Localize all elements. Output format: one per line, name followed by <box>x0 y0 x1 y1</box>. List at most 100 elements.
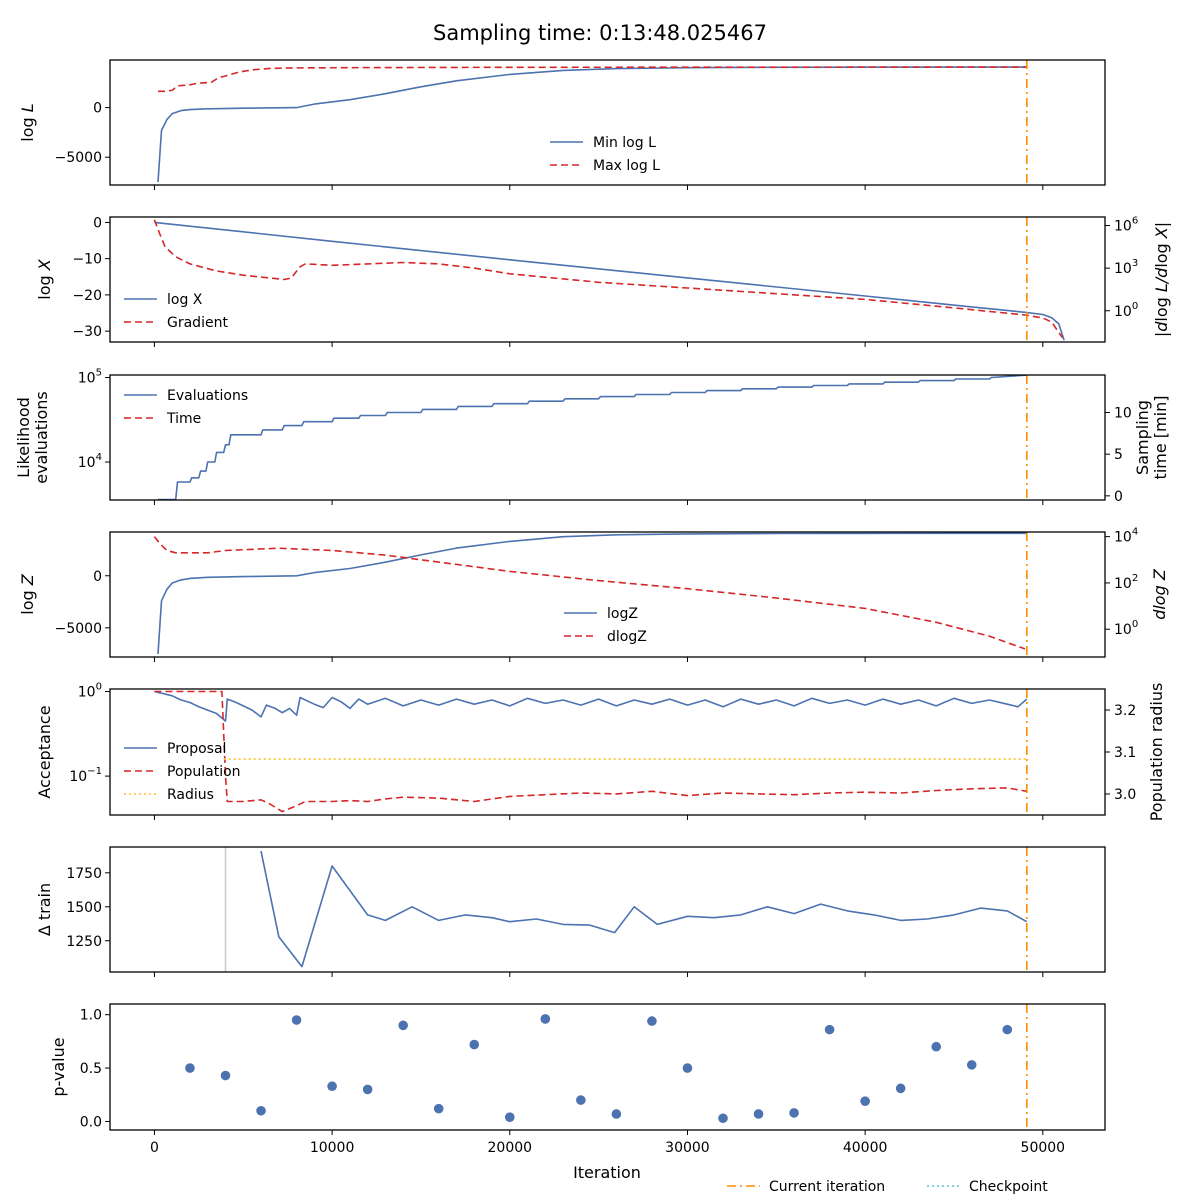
y2-tick-label: 100 <box>1114 301 1138 320</box>
data-point <box>931 1041 942 1052</box>
data-point <box>362 1084 373 1095</box>
data-point <box>504 1112 515 1122</box>
data-point <box>753 1109 764 1119</box>
panel-5: 100 10−1 3.0 3.1 3.2 Proposal Population Radius… <box>35 682 1166 822</box>
y-tick-label: 0 <box>93 215 102 231</box>
legend-label: Population <box>167 764 241 780</box>
y2-axis-label: dlog Z <box>1150 568 1169 620</box>
x-tick-label: 40000 <box>843 1140 888 1156</box>
y2-axis-label: time [min] <box>1151 396 1170 480</box>
axes-frame <box>109 688 1106 816</box>
y2-tick-label: 10 <box>1114 406 1132 422</box>
series-group <box>260 850 1028 968</box>
series-line--train <box>260 850 1028 968</box>
data-point <box>611 1109 622 1119</box>
y-axis-label: log L <box>18 103 37 141</box>
axes-frame <box>109 216 1106 343</box>
data-point <box>860 1096 870 1106</box>
series-line-log-x <box>154 221 1065 341</box>
series-group <box>157 66 1027 183</box>
y2-tick-label: 104 <box>1114 527 1138 546</box>
legend-label: Radius <box>167 787 214 803</box>
panel-3: 104 105 0 5 10 Evaluations Time Likelihood evalu… <box>14 368 1170 505</box>
legend-label: logZ <box>607 606 638 622</box>
series-group <box>153 219 1065 341</box>
legend-label: dlogZ <box>607 629 647 645</box>
y-axis-label: Δ train <box>35 883 54 936</box>
series-line-max-log-l <box>158 66 1027 93</box>
y2-tick-label: 106 <box>1114 216 1138 235</box>
y-tick-label: 104 <box>78 452 102 471</box>
y2-axis-label: Population radius <box>1147 683 1166 822</box>
data-point <box>398 1020 408 1031</box>
y2-axis-label: Sampling <box>1133 400 1152 475</box>
data-point <box>895 1083 906 1094</box>
data-point <box>185 1063 195 1073</box>
y2-tick-label: 100 <box>1114 619 1138 638</box>
legend: log X Gradient <box>124 292 228 331</box>
axes-frame <box>109 846 1106 973</box>
series-line-logz <box>157 532 1027 654</box>
y-tick-label: −10 <box>72 252 102 268</box>
y-axis-label: p-value <box>49 1037 68 1096</box>
axes-frame <box>109 531 1106 658</box>
legend: logZ dlogZ <box>564 606 647 645</box>
data-point <box>256 1105 266 1116</box>
y2-axis-label: |dlog L/dlog X| <box>1152 222 1171 337</box>
legend-label: Evaluations <box>167 388 248 404</box>
data-point <box>291 1015 302 1025</box>
panel-2: 0 −10 −20 −30 100 103 106 log X Gradient log X |dl… <box>35 215 1171 347</box>
data-point <box>327 1081 337 1092</box>
data-point <box>576 1095 586 1105</box>
series-line-dlogz <box>153 536 1026 650</box>
y-tick-label: −5000 <box>55 621 102 637</box>
y-axis-label: Likelihood <box>14 397 33 478</box>
legend-label: Min log L <box>593 135 656 151</box>
data-point <box>718 1113 728 1124</box>
y2-tick-label: 0 <box>1114 489 1123 505</box>
series-group <box>185 1014 1013 1124</box>
series-line-proposal <box>154 690 1028 722</box>
panel-6: 1250 1500 1750 Δ train <box>35 846 1106 977</box>
series-group <box>158 375 1027 500</box>
y2-tick-label: 3.1 <box>1114 745 1136 761</box>
figure-title: Sampling time: 0:13:48.025467 <box>433 21 767 45</box>
y-tick-label: 105 <box>78 368 102 387</box>
legend: Evaluations Time <box>124 388 248 427</box>
y-axis-label: log X <box>35 258 54 299</box>
y-tick-label: 1750 <box>66 866 102 882</box>
y-tick-label: 0.0 <box>80 1114 102 1130</box>
y2-tick-label: 103 <box>1114 258 1138 277</box>
x-tick-label: 30000 <box>665 1140 710 1156</box>
data-point <box>682 1063 693 1073</box>
legend-label: Proposal <box>167 741 226 757</box>
panel-1: 0 −5000 Min log L Max log L log L <box>18 59 1106 190</box>
x-tick-label: 0 <box>150 1140 159 1156</box>
y-tick-label: −30 <box>72 324 102 340</box>
data-point <box>540 1014 551 1024</box>
data-point <box>647 1016 657 1026</box>
legend-label: Time <box>166 411 201 427</box>
x-tick-label: 50000 <box>1021 1140 1066 1156</box>
y-axis-label: log Z <box>18 573 37 614</box>
y-tick-label: 1.0 <box>80 1008 102 1024</box>
y2-tick-label: 102 <box>1114 573 1138 592</box>
data-point <box>1002 1024 1013 1035</box>
legend: Proposal Population Radius <box>124 741 241 803</box>
panel-4: 0 −5000 100 102 104 logZ dlogZ log Z dlog Z <box>18 527 1169 662</box>
x-tick-label: 10000 <box>310 1140 355 1156</box>
x-axis-label: Iteration <box>573 1163 641 1182</box>
y-tick-label: 1500 <box>66 900 102 916</box>
figure-legend-label: Checkpoint <box>969 1179 1048 1195</box>
y-tick-label: 0.5 <box>80 1061 102 1077</box>
series-group <box>154 690 1028 813</box>
y-tick-label: 0 <box>93 569 102 585</box>
y-tick-label: −5000 <box>55 150 102 166</box>
series-group <box>153 532 1027 654</box>
legend: Min log L Max log L <box>550 135 660 174</box>
data-point <box>966 1060 977 1070</box>
y-axis-label: evaluations <box>32 391 51 484</box>
y-tick-label: −20 <box>72 288 102 304</box>
legend-label: log X <box>167 292 203 308</box>
